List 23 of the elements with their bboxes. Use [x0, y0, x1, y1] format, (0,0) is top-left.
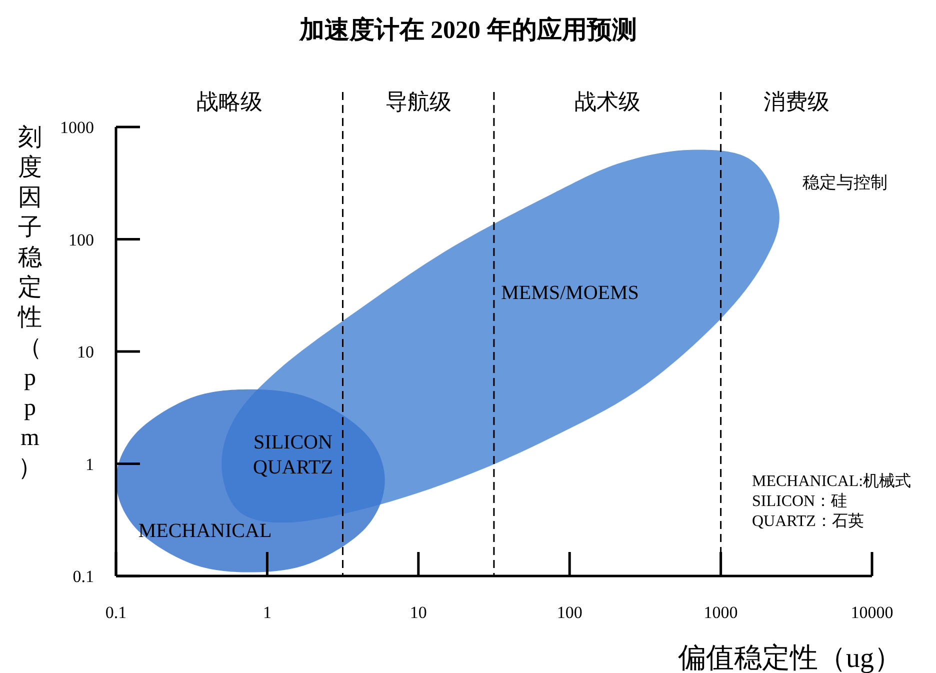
x-tick-label: 10000	[850, 603, 894, 622]
x-tick-label: 1000	[704, 603, 738, 622]
y-tick-label: 0.1	[72, 567, 94, 586]
annotation: MECHANICAL:机械式 SILICON：硅 QUARTZ：石英	[752, 472, 912, 530]
series-label: MECHANICAL	[138, 520, 272, 542]
y-tick-label: 100	[68, 230, 94, 250]
y-tick-label: 1000	[60, 118, 94, 137]
x-axis-title: 偏值稳定性（ug）	[678, 643, 902, 673]
y-tick-label: 1	[86, 454, 94, 474]
x-tick-label: 1	[262, 603, 272, 622]
x-tick-label: 100	[556, 603, 582, 622]
text: 战略级	[196, 89, 262, 114]
annotation: SILICON QUARTZ	[253, 432, 333, 478]
series-label: MEMS/MOEMS	[501, 282, 639, 304]
annotation: 稳定与控制	[802, 173, 888, 192]
chart-title: 加速度计在 2020 年的应用预测	[298, 16, 637, 44]
y-tick-label: 10	[77, 342, 94, 362]
text: 战术级	[574, 89, 640, 114]
text: 消费级	[763, 89, 830, 114]
x-tick-label: 10	[410, 603, 427, 622]
x-tick-label: 0.1	[105, 603, 127, 622]
text: 刻度因子稳定性（ppm）	[18, 125, 42, 481]
text: 导航级	[385, 89, 452, 114]
